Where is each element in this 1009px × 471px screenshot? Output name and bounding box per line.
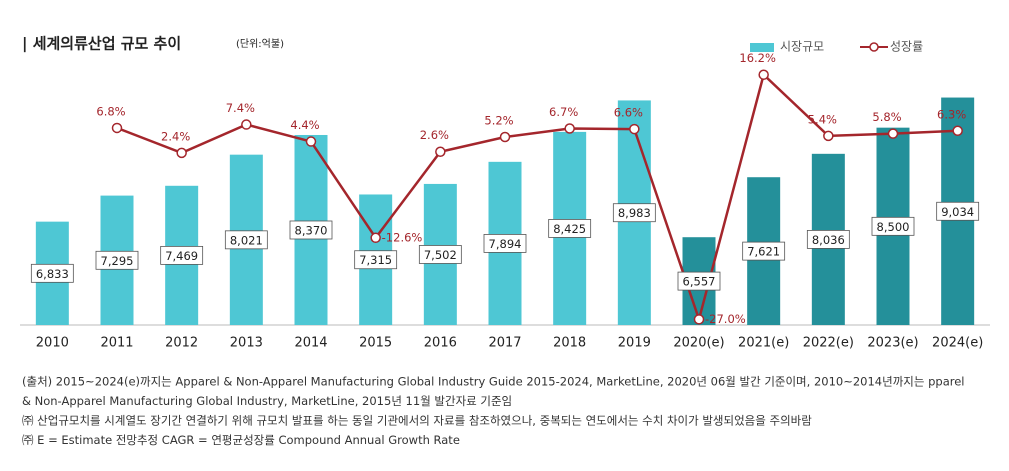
legend-label: 성장률 [890, 40, 923, 54]
line-marker [370, 232, 381, 244]
line-marker [111, 122, 123, 134]
growth-label: 6.3% [937, 107, 966, 121]
x-tick-label: 2014 [294, 336, 327, 351]
x-tick-label: 2018 [553, 336, 586, 351]
value-label-box [806, 230, 850, 249]
footnote: (출처) 2015~2024(e)까지는 Apparel & Non-Appar… [22, 375, 965, 389]
value-label-box [612, 203, 656, 223]
line-marker [305, 136, 317, 147]
growth-label: 2.4% [161, 129, 190, 143]
value-label-box [95, 250, 139, 270]
x-tick-label: 2017 [488, 336, 521, 351]
growth-label: 2.6% [420, 128, 449, 142]
growth-label: 7.4% [226, 101, 255, 115]
value-label: 8,425 [553, 222, 586, 236]
line-marker [952, 125, 963, 137]
value-label: 7,502 [424, 248, 457, 262]
footnote: & Non-Apparel Manufacturing Global Indus… [22, 394, 512, 408]
legend-label: 시장규모 [780, 40, 824, 54]
legend-swatch [750, 43, 774, 52]
x-tick-label: 2012 [165, 336, 198, 351]
growth-label: 4.4% [290, 118, 319, 132]
value-label: 7,894 [489, 237, 522, 251]
value-label: 8,036 [812, 233, 845, 247]
x-tick-label: 2023(e) [867, 336, 918, 351]
line-marker [629, 123, 640, 135]
x-tick-label: 2016 [424, 336, 457, 351]
x-tick-label: 2024(e) [932, 336, 983, 351]
growth-line [116, 72, 958, 324]
value-label-box [418, 245, 462, 264]
line-marker [176, 147, 187, 159]
growth-label: 5.4% [808, 112, 837, 126]
value-label-box [548, 219, 592, 238]
growth-label: 5.8% [872, 110, 901, 124]
footnote: ㈜ 산업규모치를 시계열도 장기간 연결하기 위해 규모치 발표를 하는 동일 … [22, 414, 812, 428]
value-label: 6,557 [683, 275, 716, 289]
value-label: 7,295 [101, 254, 134, 268]
line-marker [693, 314, 705, 325]
value-label: 8,500 [877, 220, 910, 234]
x-tick-label: 2013 [230, 336, 263, 351]
growth-label: 6.7% [549, 105, 578, 119]
line-marker [241, 119, 252, 130]
value-label-box [30, 263, 74, 283]
line-marker [499, 131, 511, 143]
value-label-box [354, 250, 398, 270]
value-label-box [160, 245, 204, 265]
line-marker [823, 130, 834, 142]
x-tick-label: 2011 [100, 336, 133, 351]
value-label: 8,983 [618, 206, 651, 220]
value-label-box [936, 201, 980, 221]
value-label-box [289, 220, 333, 240]
line-marker [887, 128, 899, 139]
legend-marker [869, 42, 879, 52]
x-tick-label: 2010 [36, 336, 69, 351]
growth-label: -12.6% [382, 230, 423, 244]
value-label: 6,833 [36, 267, 69, 281]
growth-label: 16.2% [739, 51, 776, 65]
footnote: ㈜ E = Estimate 전망추정 CAGR = 연평균성장률 Compou… [22, 433, 460, 447]
growth-label: -27.0% [705, 312, 746, 326]
x-tick-label: 2019 [618, 336, 651, 351]
x-tick-label: 2015 [359, 336, 392, 351]
value-label-box [483, 234, 527, 253]
growth-label: 6.6% [614, 106, 643, 120]
value-label-box [224, 230, 268, 250]
x-tick-label: 2021(e) [738, 336, 789, 351]
chart-title: | 세계의류산업 규모 추이 [22, 35, 181, 54]
x-tick-label: 2020(e) [673, 336, 724, 351]
value-label: 7,469 [165, 249, 198, 263]
value-label: 8,370 [295, 223, 328, 237]
chart-subtitle: (단위:억불) [236, 37, 284, 50]
value-label: 7,621 [747, 245, 780, 259]
value-label-box [871, 216, 915, 236]
value-label: 9,034 [941, 205, 974, 219]
line-marker [435, 146, 446, 157]
value-label-box [677, 271, 721, 291]
value-label-box [742, 241, 786, 261]
value-label: 8,021 [230, 233, 263, 247]
value-label: 7,315 [359, 253, 392, 267]
line-marker [564, 123, 575, 134]
x-tick-label: 2022(e) [803, 336, 854, 351]
growth-label: 6.8% [96, 104, 125, 118]
line-marker [758, 69, 769, 80]
growth-label: 5.2% [484, 114, 513, 128]
